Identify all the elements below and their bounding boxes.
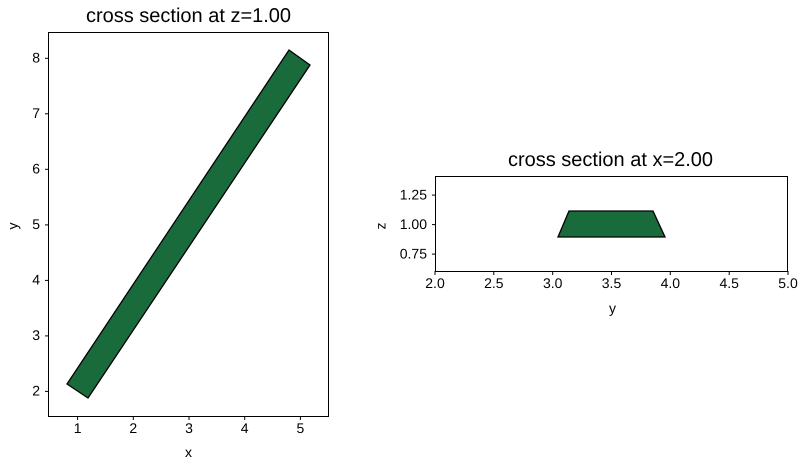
svg-text:1: 1: [74, 420, 82, 436]
svg-text:5: 5: [32, 216, 40, 232]
svg-text:4: 4: [32, 272, 40, 288]
svg-text:5.0: 5.0: [778, 275, 798, 291]
svg-text:4: 4: [241, 420, 249, 436]
svg-text:4.0: 4.0: [661, 275, 681, 291]
svg-text:3: 3: [185, 420, 193, 436]
svg-text:cross section at x=2.00: cross section at x=2.00: [508, 149, 713, 171]
svg-text:z: z: [373, 223, 389, 230]
svg-text:2.0: 2.0: [425, 275, 445, 291]
svg-text:2: 2: [32, 383, 40, 399]
svg-text:cross section at z=1.00: cross section at z=1.00: [86, 5, 291, 27]
svg-text:1.25: 1.25: [400, 186, 427, 202]
svg-text:2.5: 2.5: [484, 275, 504, 291]
svg-text:8: 8: [32, 50, 40, 66]
svg-text:0.75: 0.75: [400, 245, 427, 261]
svg-text:6: 6: [32, 161, 40, 177]
svg-text:y: y: [5, 223, 21, 230]
svg-text:3.5: 3.5: [602, 275, 622, 291]
svg-text:2: 2: [129, 420, 137, 436]
svg-text:4.5: 4.5: [719, 275, 739, 291]
svg-text:7: 7: [32, 105, 40, 121]
svg-text:3: 3: [32, 327, 40, 343]
svg-text:5: 5: [297, 420, 305, 436]
svg-text:y: y: [609, 300, 616, 316]
svg-text:x: x: [185, 444, 192, 460]
svg-text:1.00: 1.00: [400, 216, 427, 232]
svg-text:3.0: 3.0: [543, 275, 563, 291]
